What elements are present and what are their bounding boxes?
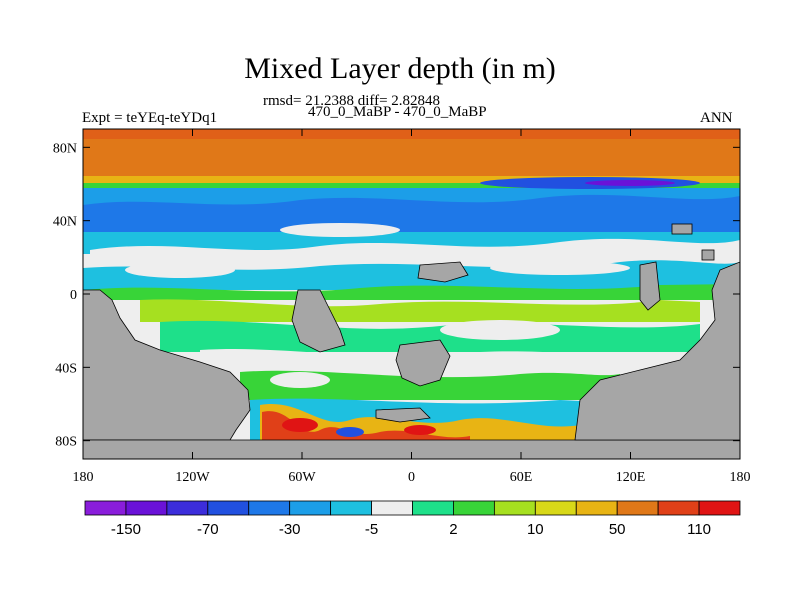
colorbar-swatch [371,500,413,516]
island-northeast [671,223,693,235]
colorbar-label: 2 [449,521,457,538]
y-tick-label: 40S [55,361,77,376]
colorbar-swatch [289,500,332,516]
colorbar-swatch [166,500,209,516]
colorbar-label: 110 [687,521,711,538]
colorbar-label: -30 [279,521,301,538]
colorbar: -150 -70 -30 -5 2 10 50 110 [84,500,741,538]
white-patch [490,261,630,275]
colorbar-swatch [657,500,700,516]
colorbar-label: 50 [609,521,626,538]
antarctic-blue-spot [336,427,364,437]
x-tick-label: 60W [288,470,316,485]
y-tick-label: 0 [70,288,77,303]
tropical-white-band [90,238,740,258]
island-small [701,249,715,261]
colorbar-swatch [248,500,291,516]
land-masses [83,223,740,459]
x-tick-label: 120W [175,470,210,485]
colorbar-label: -5 [365,521,378,538]
season-label: ANN [700,110,733,126]
colorbar-swatch [330,500,372,516]
equatorial-green [83,284,740,300]
y-tick-label: 80N [53,141,77,156]
colorbar-swatch [616,500,659,516]
x-tick-label: 60E [510,470,533,485]
y-tick-label: 80S [55,435,77,450]
island-north [417,261,469,283]
white-patch [270,372,330,388]
arctic-transition-green [83,183,740,189]
colorbar-swatch [412,500,454,516]
north-atlantic-purple [585,180,675,186]
white-patch [440,320,560,340]
antarctic-red-spot [404,425,436,435]
y-tick-label: 40N [53,215,77,230]
map-field [83,129,740,459]
southern-subtropic-yellowgreen [140,299,700,322]
colorbar-swatch [493,500,536,516]
colorbar-label: -150 [111,521,141,538]
colorbar-swatch [534,500,577,516]
land-west [83,289,251,441]
x-tick-label: 120E [616,470,646,485]
colorbar-label: -70 [197,521,219,538]
colorbar-swatch [575,500,618,516]
colorbar-label: 10 [527,521,544,538]
island-west [291,289,346,353]
map-title: Mixed Layer depth (in m) [244,52,556,85]
land-east [574,261,740,441]
southern-green-band [240,370,620,400]
x-tick-label: 0 [408,470,415,485]
colorbar-swatch [207,500,250,516]
island-south [375,407,431,423]
colorbar-swatch [84,500,127,516]
colorbar-swatch [698,500,741,516]
stats-text: rmsd= 21.2388 diff= 2.82848 [263,93,441,109]
colorbar-swatch [453,500,495,516]
colorbar-swatch [125,500,168,516]
x-tick-label: 180 [730,470,751,485]
x-axis: 180 120W 60W 0 60E 120E 180 [73,129,751,485]
x-tick-label: 180 [73,470,94,485]
antarctic-red [262,411,470,444]
white-patch [125,262,235,278]
arctic-transition-yellow [83,176,740,186]
antarctic-deep-red [282,418,318,432]
island-central [395,339,451,387]
case-label: 470_0_MaBP - 470_0_MaBP [308,104,487,120]
land-antarctica [83,439,740,459]
y-axis: 80N 40N 0 40S 80S [53,141,740,450]
midlat-deep-blue [83,194,740,234]
experiment-label: Expt = teYEq-teYDq1 [82,110,218,126]
white-patch [280,223,400,237]
island-east [639,261,661,311]
